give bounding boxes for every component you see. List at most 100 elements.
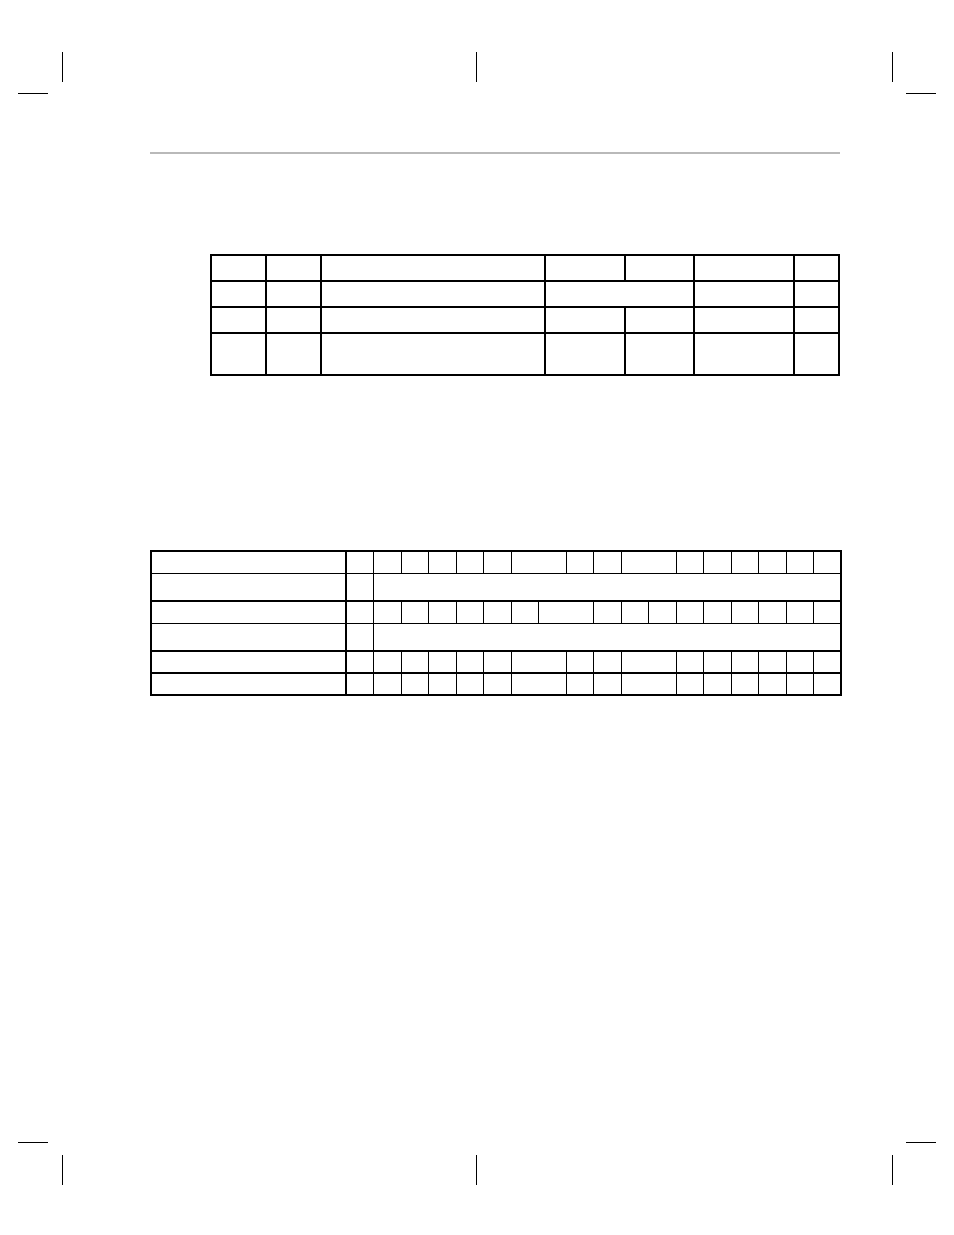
table-cell — [346, 601, 374, 623]
table-cell — [401, 651, 429, 673]
table-cell — [545, 307, 625, 333]
table-cell — [814, 673, 842, 695]
table-b-label — [151, 551, 346, 573]
table-cell — [704, 651, 732, 673]
table-cell — [621, 601, 649, 623]
crop-mark — [476, 1155, 477, 1185]
table-cell — [484, 673, 512, 695]
table-cell — [566, 551, 594, 573]
table-cell — [346, 673, 374, 695]
table-cell — [484, 551, 512, 573]
table-cell — [545, 255, 625, 281]
crop-mark — [62, 1155, 63, 1185]
crop-mark — [476, 52, 477, 82]
table-cell — [759, 601, 787, 623]
table-cell — [794, 281, 839, 307]
table-cell — [594, 651, 622, 673]
table-row — [151, 651, 841, 673]
crop-mark — [892, 1155, 893, 1185]
table-cell — [429, 551, 457, 573]
table-cell — [456, 673, 484, 695]
table-cell — [346, 551, 374, 573]
table-cell — [545, 333, 625, 375]
table-cell — [594, 551, 622, 573]
table-cell — [676, 651, 704, 673]
table-cell — [566, 651, 594, 673]
table-cell — [694, 255, 794, 281]
table-row — [151, 601, 841, 623]
table-cell — [539, 601, 594, 623]
table-cell — [374, 651, 402, 673]
crop-mark — [892, 52, 893, 82]
table-cell — [759, 551, 787, 573]
table-cell — [401, 551, 429, 573]
table-cell — [759, 651, 787, 673]
table-cell — [621, 673, 676, 695]
table-a — [210, 254, 840, 376]
table-cell — [321, 281, 545, 307]
table-cell — [456, 601, 484, 623]
table-cell — [266, 281, 321, 307]
table-cell — [814, 651, 842, 673]
table-cell — [266, 333, 321, 375]
table-cell — [621, 551, 676, 573]
table-cell — [625, 307, 695, 333]
table-cell — [484, 601, 512, 623]
table-cell — [429, 651, 457, 673]
table-row — [151, 673, 841, 695]
table-cell — [625, 333, 695, 375]
table-cell — [649, 601, 677, 623]
table-row — [151, 551, 841, 573]
table-cell — [676, 551, 704, 573]
table-cell — [374, 623, 842, 651]
table-row — [151, 623, 841, 651]
table-cell — [211, 281, 266, 307]
table-cell — [794, 255, 839, 281]
table-cell — [401, 601, 429, 623]
crop-mark — [62, 52, 63, 82]
table-cell — [786, 601, 814, 623]
table-cell — [429, 673, 457, 695]
table-cell — [621, 651, 676, 673]
table-cell — [731, 651, 759, 673]
table-cell — [266, 255, 321, 281]
table-cell — [594, 601, 622, 623]
table-row — [211, 333, 839, 375]
crop-mark — [906, 1142, 936, 1143]
table-cell — [511, 601, 539, 623]
table-cell — [346, 573, 374, 601]
table-cell — [694, 307, 794, 333]
table-cell — [704, 551, 732, 573]
table-b-label — [151, 601, 346, 623]
table-cell — [704, 601, 732, 623]
table-cell — [374, 601, 402, 623]
table-row — [211, 281, 839, 307]
table-cell — [786, 551, 814, 573]
table-cell — [566, 673, 594, 695]
table-cell — [321, 307, 545, 333]
table-cell — [594, 673, 622, 695]
table-cell — [545, 281, 695, 307]
table-cell — [676, 673, 704, 695]
table-cell — [731, 601, 759, 623]
table-row — [211, 255, 839, 281]
table-cell — [211, 307, 266, 333]
crop-mark — [906, 93, 936, 94]
table-cell — [374, 673, 402, 695]
table-cell — [346, 651, 374, 673]
table-cell — [786, 651, 814, 673]
crop-mark — [18, 93, 48, 94]
table-cell — [814, 601, 842, 623]
table-cell — [401, 673, 429, 695]
table-cell — [694, 333, 794, 375]
table-cell — [374, 573, 842, 601]
table-cell — [321, 333, 545, 375]
table-cell — [694, 281, 794, 307]
table-cell — [511, 673, 566, 695]
table-cell — [511, 551, 566, 573]
table-b-label — [151, 573, 346, 601]
table-cell — [794, 307, 839, 333]
table-cell — [794, 333, 839, 375]
table-cell — [456, 551, 484, 573]
table-cell — [511, 651, 566, 673]
